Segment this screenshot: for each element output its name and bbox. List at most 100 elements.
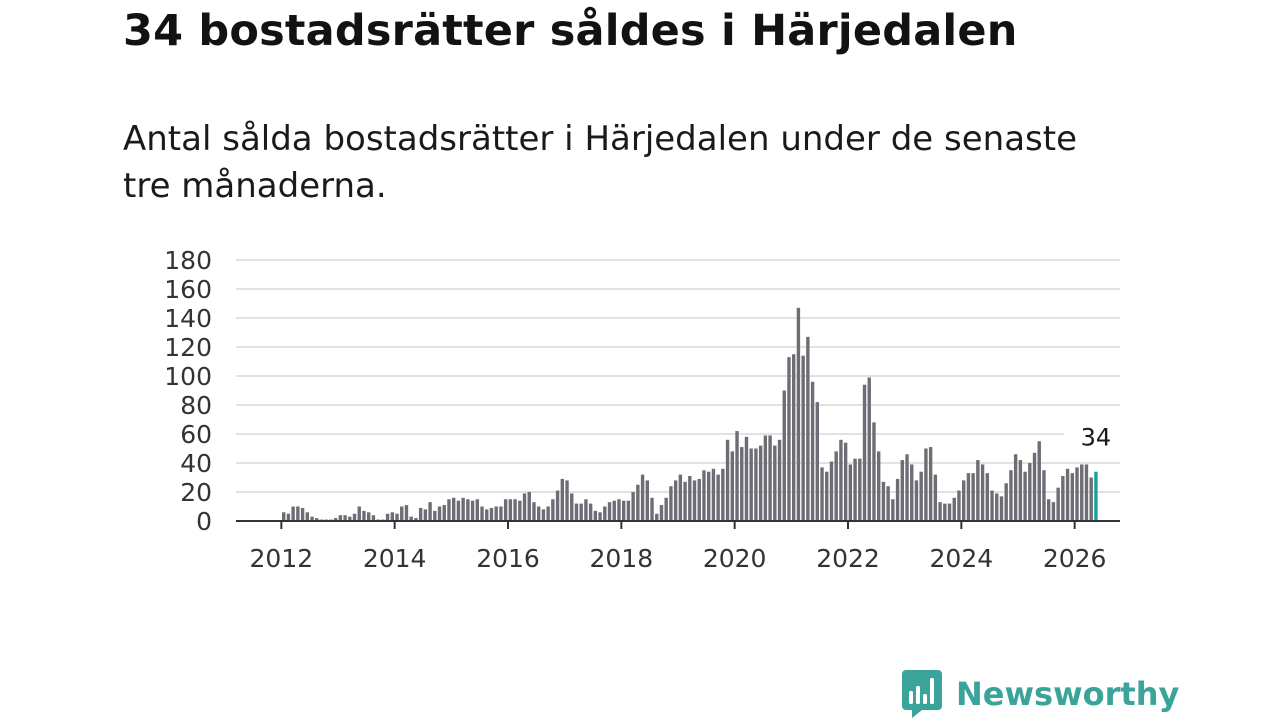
bar [409,516,413,521]
bar [470,500,475,521]
bar [565,480,569,521]
bar [631,492,635,521]
x-tick-label: 2018 [590,544,654,573]
bar [645,480,650,521]
bar [343,515,347,521]
bar [848,464,853,521]
bar [315,518,319,521]
bar [442,505,446,521]
bar [362,510,366,521]
bar [815,402,820,521]
bar [825,471,829,521]
bar [603,506,607,521]
bar [787,357,791,521]
x-tick-label: 2022 [816,544,880,573]
bar [735,431,739,521]
bar [650,497,654,521]
bar [843,442,848,521]
bar [480,506,484,521]
bar [560,478,565,521]
bar [999,496,1004,521]
bar [607,502,612,521]
bar [485,509,489,521]
bar [1084,464,1089,521]
bar [768,435,772,521]
bar [862,384,867,521]
bar-chart-bubble-icon [902,670,942,718]
y-tick-label: 40 [180,449,212,478]
bar [296,506,300,521]
bar [598,512,602,521]
bar [1032,452,1037,521]
bar [466,499,470,521]
bar [881,481,886,521]
y-tick-label: 120 [164,333,212,362]
bar [872,422,876,521]
brand-name: Newsworthy [956,675,1180,713]
bar [730,451,735,521]
bar [706,471,711,521]
bar [400,506,404,521]
bar [456,500,461,521]
bar [584,499,588,521]
annotation-background [1063,419,1128,454]
bar [914,480,919,521]
bar [1046,499,1051,521]
bar [806,336,810,521]
bar [876,451,881,521]
bar [617,499,621,521]
bar [985,473,990,521]
bar [310,516,314,521]
newsworthy-brand: Newsworthy [902,670,1179,718]
bar [943,503,947,521]
bar [1009,470,1013,521]
bars: 34 [281,307,1128,521]
bar [820,467,824,521]
bar [829,461,834,521]
bar [371,515,376,521]
bar [1065,468,1070,521]
bar [366,512,371,521]
bar [716,474,720,521]
bar [499,506,503,521]
bar [957,490,961,521]
bar [952,497,956,521]
bar [966,473,971,521]
x-tick-label: 2024 [930,544,994,573]
bar [711,468,716,521]
bar [791,354,796,521]
bar [796,307,801,521]
bar [1051,502,1056,521]
bar [905,454,909,521]
bar [853,458,857,521]
bar [588,503,593,521]
bar [995,493,999,521]
bar [924,448,928,521]
bar [692,480,697,521]
bar [414,518,418,521]
bar [636,484,640,521]
bar [810,381,815,521]
bar [673,480,678,521]
x-tick-label: 2026 [1043,544,1107,573]
bar [300,507,305,521]
bar [489,507,494,521]
bar [532,502,536,521]
bar [522,493,527,521]
bar [678,474,683,521]
bar [655,513,659,521]
bar [494,506,498,521]
bar [1023,471,1027,521]
bar [1061,476,1065,521]
bar [754,448,758,521]
x-tick-label: 2014 [363,544,427,573]
bar [858,458,862,521]
bar [782,390,786,521]
chart-title: 34 bostadsrätter såldes i Härjedalen [123,6,1018,56]
bar [475,499,480,521]
bar [947,503,952,521]
y-tick-label: 20 [180,478,212,507]
bar [938,502,942,521]
bar [1056,487,1060,521]
